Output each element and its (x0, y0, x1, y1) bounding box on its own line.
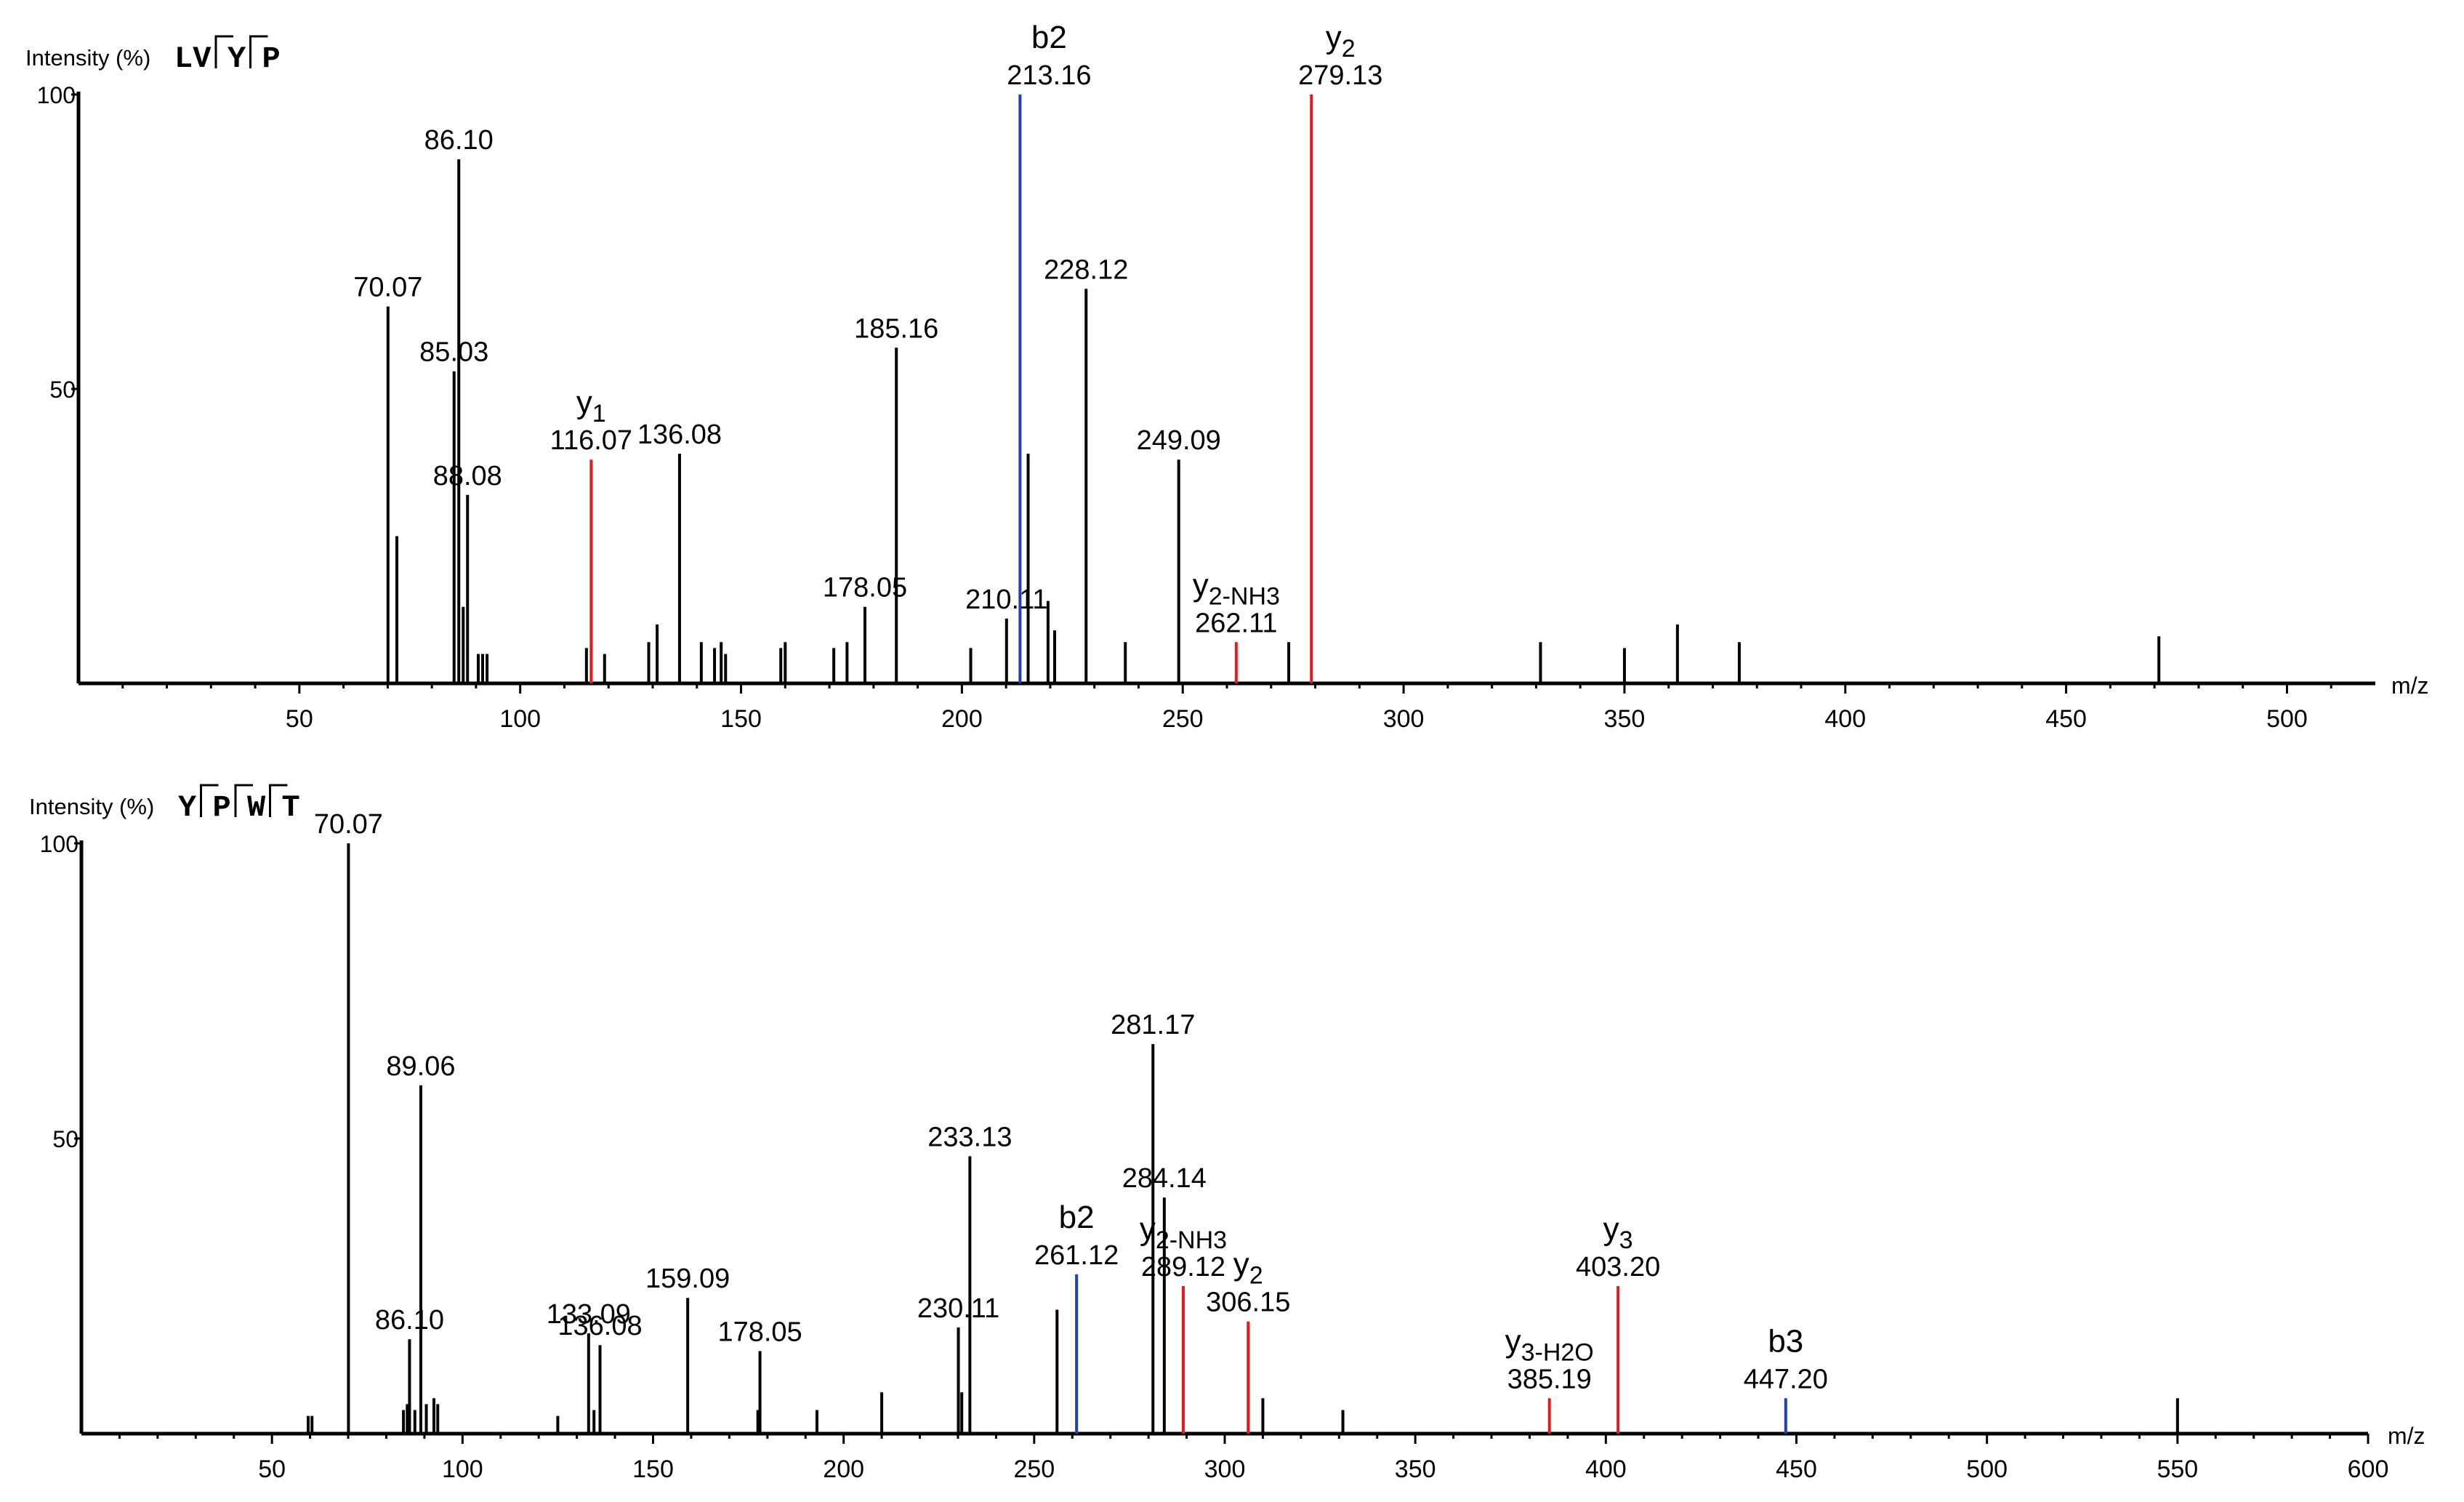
x-tick-label: 600 (2348, 1455, 2389, 1483)
x-tick-label: 400 (1585, 1455, 1627, 1483)
peak-label: 230.11 (917, 1293, 999, 1324)
x-tick-label: 450 (1776, 1455, 1817, 1483)
x-tick-label: 350 (1395, 1455, 1436, 1483)
peak-label: 88.08 (433, 461, 502, 491)
peak-label: 136.08 (637, 419, 722, 450)
y-axis-label: Intensity (%) (29, 794, 154, 819)
x-axis-unit: m/z (2391, 672, 2429, 699)
x-axis-unit: m/z (2388, 1423, 2425, 1449)
peak-label: 116.07 (550, 425, 632, 456)
x-tick-label: 450 (2045, 705, 2087, 733)
x-tick-label: 50 (258, 1455, 286, 1483)
peak-label: 261.12 (1034, 1240, 1119, 1271)
ion-label: y2 (1233, 1247, 1263, 1290)
y-axis-label: Intensity (%) (25, 45, 150, 71)
ion-label: y3 (1603, 1211, 1633, 1254)
peak-label: 228.12 (1044, 254, 1128, 285)
peak-label: 70.07 (353, 273, 422, 303)
cleavage-mark (234, 784, 253, 817)
peak-label: 89.06 (386, 1051, 455, 1082)
peak-label: 385.19 (1507, 1364, 1592, 1394)
peak-label: 289.12 (1141, 1252, 1225, 1282)
peak-label: 86.10 (375, 1305, 444, 1336)
peak-label: 159.09 (645, 1264, 730, 1294)
y-tick-label: 50 (49, 377, 76, 403)
x-tick-label: 150 (720, 705, 762, 733)
peak-label: 133.09 (547, 1299, 631, 1330)
peak-label: 213.16 (1007, 60, 1091, 91)
y-tick-label: 100 (40, 831, 78, 857)
peak-label: 262.11 (1195, 608, 1277, 638)
x-tick-label: 200 (823, 1455, 864, 1483)
peak-label: 447.20 (1744, 1364, 1828, 1394)
x-tick-label: 150 (632, 1455, 674, 1483)
ion-label: b3 (1768, 1323, 1803, 1359)
peak-label: 284.14 (1122, 1163, 1207, 1194)
ion-label: b2 (1059, 1200, 1095, 1235)
peak-label: 249.09 (1137, 425, 1221, 456)
sequence-residue: P (262, 41, 281, 76)
ion-label: y2-NH3 (1140, 1211, 1227, 1254)
spectrum-panel-ypwt: Intensity (%) Y P W T 100 50 50 100 150 200 250 300 3… (29, 784, 2425, 1483)
peak-label: 210.11 (965, 585, 1047, 615)
ion-label: y2 (1326, 20, 1356, 63)
x-tick-label: 250 (1162, 705, 1204, 733)
y-tick-label: 50 (52, 1126, 78, 1152)
ion-label: y2-NH3 (1193, 567, 1280, 610)
sequence-residue: Y (178, 790, 197, 825)
sequence-residue: W (247, 790, 266, 825)
sequence-residue: Y (228, 41, 246, 76)
x-tick-label: 550 (2157, 1455, 2198, 1483)
peak-label: 178.05 (823, 573, 907, 603)
x-tick-label: 350 (1604, 705, 1646, 733)
x-tick-label: 500 (2266, 705, 2308, 733)
ion-label: y1 (576, 385, 606, 427)
cleavage-mark (249, 35, 268, 68)
x-tick-label: 500 (1966, 1455, 2008, 1483)
ion-label: b2 (1031, 20, 1067, 55)
peak-label: 85.03 (419, 337, 488, 368)
peak-label: 136.08 (557, 1311, 642, 1341)
x-tick-label: 50 (286, 705, 313, 733)
peak-label: 70.07 (314, 809, 383, 840)
x-tick-label: 300 (1204, 1455, 1246, 1483)
sequence-residue: LV (174, 41, 212, 76)
peak-label: 403.20 (1576, 1252, 1660, 1282)
peak-label: 233.13 (927, 1122, 1012, 1152)
peak-label: 185.16 (854, 313, 938, 344)
x-tick-label: 100 (442, 1455, 483, 1483)
peak-label: 86.10 (424, 125, 494, 156)
peak-label: 178.05 (717, 1317, 802, 1347)
x-tick-label: 250 (1013, 1455, 1055, 1483)
sequence-residue: T (282, 790, 300, 825)
cleavage-mark (200, 784, 219, 817)
cleavage-mark (269, 784, 288, 817)
y-tick-label: 100 (37, 82, 76, 108)
peak-label: 281.17 (1111, 1010, 1195, 1040)
ion-label: y3-H2O (1505, 1323, 1594, 1366)
spectrum-panel-lvyp: Intensity (%) LV Y P 100 50 50 100 150 200 250 300 3… (25, 20, 2429, 733)
x-tick-label: 300 (1383, 705, 1425, 733)
peak-label: 306.15 (1206, 1288, 1290, 1318)
peak-label: 279.13 (1298, 60, 1382, 91)
x-tick-label: 200 (941, 705, 983, 733)
cleavage-mark (214, 35, 233, 68)
x-tick-label: 100 (499, 705, 541, 733)
sequence-residue: P (213, 790, 231, 825)
x-tick-label: 400 (1824, 705, 1866, 733)
